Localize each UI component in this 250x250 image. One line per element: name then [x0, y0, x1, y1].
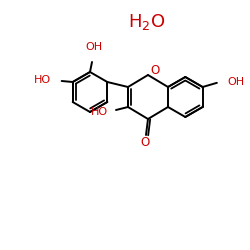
Text: O: O: [150, 64, 160, 78]
Text: H$_2$O: H$_2$O: [128, 12, 166, 32]
Text: OH: OH: [227, 77, 244, 87]
Text: OH: OH: [86, 42, 102, 52]
Text: O: O: [140, 136, 149, 148]
Text: HO: HO: [34, 75, 51, 85]
Text: HO: HO: [91, 107, 108, 117]
